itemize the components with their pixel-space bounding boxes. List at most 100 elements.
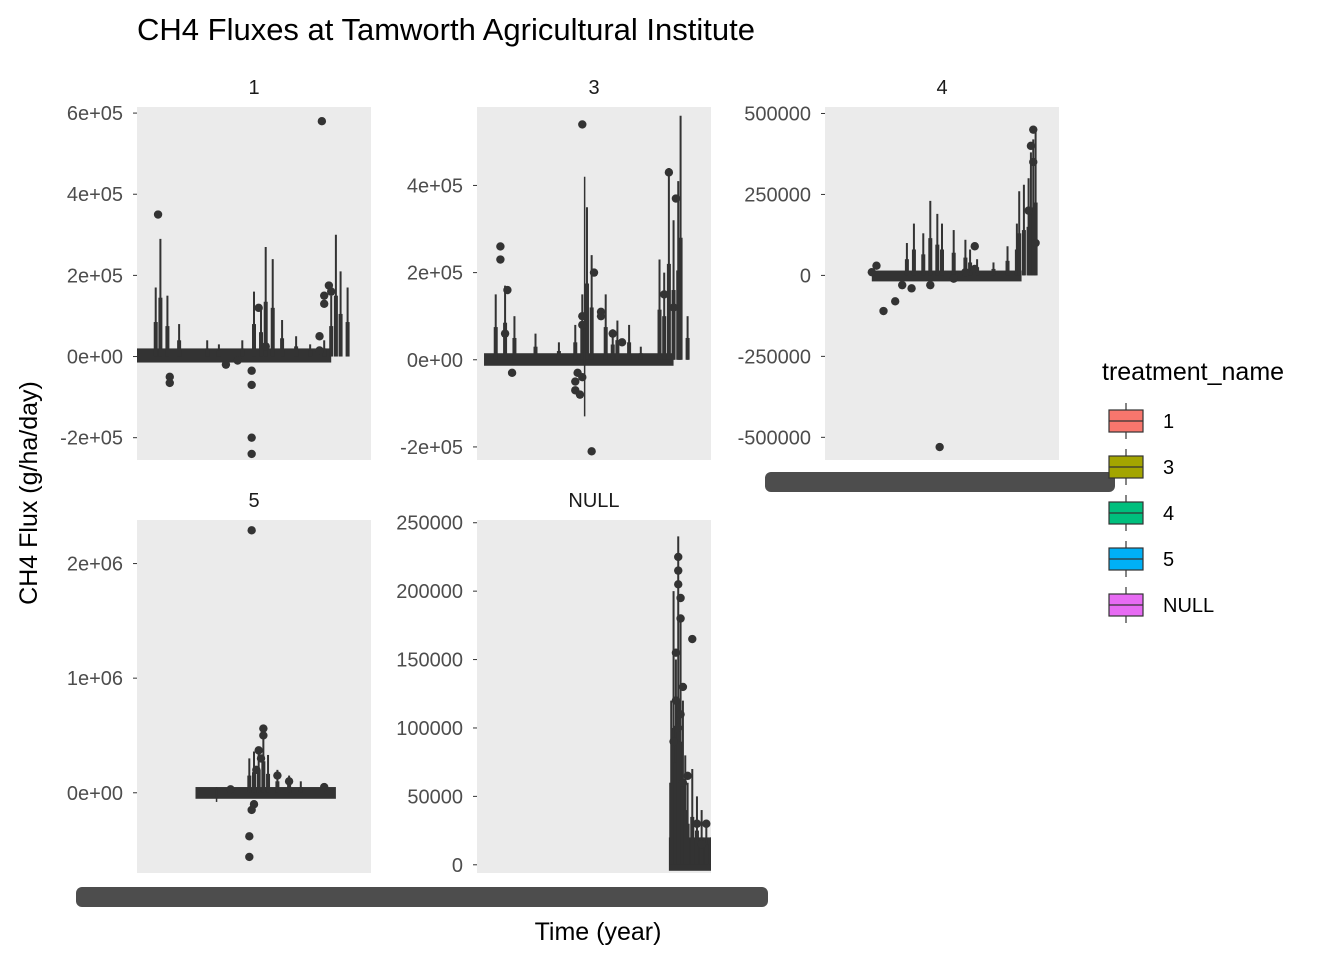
outlier-point: [898, 280, 907, 290]
outlier-point: [221, 360, 231, 369]
box: [928, 238, 933, 276]
outlier-point: [500, 329, 510, 338]
outlier-point: [683, 771, 692, 781]
legend-label: 5: [1163, 549, 1174, 571]
outlier-point: [247, 526, 256, 535]
outlier-point: [245, 832, 254, 841]
y-tick-label: -2e+05: [400, 437, 463, 459]
box: [216, 350, 221, 357]
panel-1: 1 6e+05 4e+05 2e+05 0e+00 -2e+05: [60, 77, 371, 460]
box: [298, 787, 303, 793]
box: [669, 782, 674, 865]
box: [694, 830, 699, 865]
box: [275, 781, 280, 793]
outlier-point: [891, 297, 900, 306]
legend-label: 1: [1163, 411, 1174, 433]
outlier-point: [949, 274, 958, 283]
box: [165, 326, 170, 357]
facet-strip-label: 4: [936, 77, 947, 99]
outlier-point: [327, 287, 336, 296]
outlier-point: [674, 723, 683, 733]
box: [247, 775, 252, 793]
box: [1014, 249, 1019, 276]
y-tick-label: 0e+00: [407, 350, 463, 372]
outlier-point: [226, 785, 235, 794]
box: [603, 327, 608, 360]
y-tick-label: -500000: [738, 427, 811, 449]
box: [699, 837, 704, 865]
box: [685, 823, 690, 865]
y-tick-label: 150000: [396, 650, 463, 672]
box: [676, 700, 681, 865]
outlier-point: [320, 782, 329, 792]
box: [610, 344, 615, 360]
outlier-point: [872, 261, 881, 270]
box: [1021, 230, 1026, 276]
outlier-point: [678, 778, 688, 787]
box: [963, 257, 968, 276]
outlier-point: [608, 329, 617, 338]
box: [493, 327, 498, 360]
y-tick-label: 250000: [744, 184, 811, 206]
box-band: [484, 353, 674, 366]
y-tick-label: -250000: [738, 346, 811, 368]
outlier-point: [688, 634, 697, 644]
boxplot-marks: [668, 536, 711, 871]
outlier-point: [671, 696, 681, 705]
y-tick-label: 200000: [396, 581, 463, 603]
legend-label: 3: [1163, 457, 1174, 479]
box: [556, 351, 561, 360]
outlier-point: [961, 267, 970, 277]
outlier-point: [320, 299, 329, 308]
y-tick-label: 2e+05: [407, 263, 463, 285]
outlier-point: [259, 731, 268, 740]
box: [676, 270, 681, 360]
outlier-point: [578, 372, 587, 382]
panel-background: [477, 107, 711, 460]
outlier-point: [273, 771, 282, 780]
box: [333, 295, 338, 357]
box: [177, 340, 182, 357]
y-tick-label: 0e+00: [67, 347, 123, 369]
outlier-point: [578, 120, 587, 129]
box: [968, 262, 973, 276]
outlier-point: [575, 390, 585, 399]
box: [709, 851, 711, 865]
outlier-point: [676, 593, 685, 603]
outlier-point: [879, 306, 888, 316]
x-axis-title: Time (year): [535, 918, 662, 946]
outlier-point: [233, 356, 242, 365]
box: [1005, 260, 1010, 276]
outlier-point: [926, 280, 935, 290]
boxplot-marks: [867, 125, 1040, 452]
outlier-point: [1029, 125, 1038, 134]
box: [615, 340, 620, 360]
box: [1028, 213, 1033, 276]
box: [294, 346, 299, 357]
outlier-point: [867, 267, 876, 277]
y-tick-label: 100000: [396, 718, 463, 740]
outlier-point: [252, 765, 261, 775]
outlier-point: [671, 194, 681, 203]
box-band: [195, 787, 336, 799]
boxplot-marks: [484, 115, 690, 456]
y-tick-label: 6e+05: [67, 103, 123, 125]
legend-item-1: 1: [1108, 403, 1174, 439]
outlier-point: [284, 777, 294, 786]
box: [573, 342, 578, 360]
outlier-point: [702, 819, 711, 828]
box: [287, 784, 292, 793]
outlier-point: [165, 378, 174, 388]
outlier-point: [503, 285, 512, 295]
outlier-point: [165, 372, 174, 382]
box: [935, 244, 940, 276]
outlier-point: [587, 447, 596, 456]
outlier-point: [571, 377, 580, 386]
box: [270, 307, 275, 357]
box: [904, 259, 909, 276]
outlier-point: [674, 580, 683, 589]
outlier-point: [671, 648, 681, 657]
facet-strip-label: 5: [248, 490, 259, 512]
box: [261, 761, 266, 793]
outlier-point: [320, 291, 329, 300]
